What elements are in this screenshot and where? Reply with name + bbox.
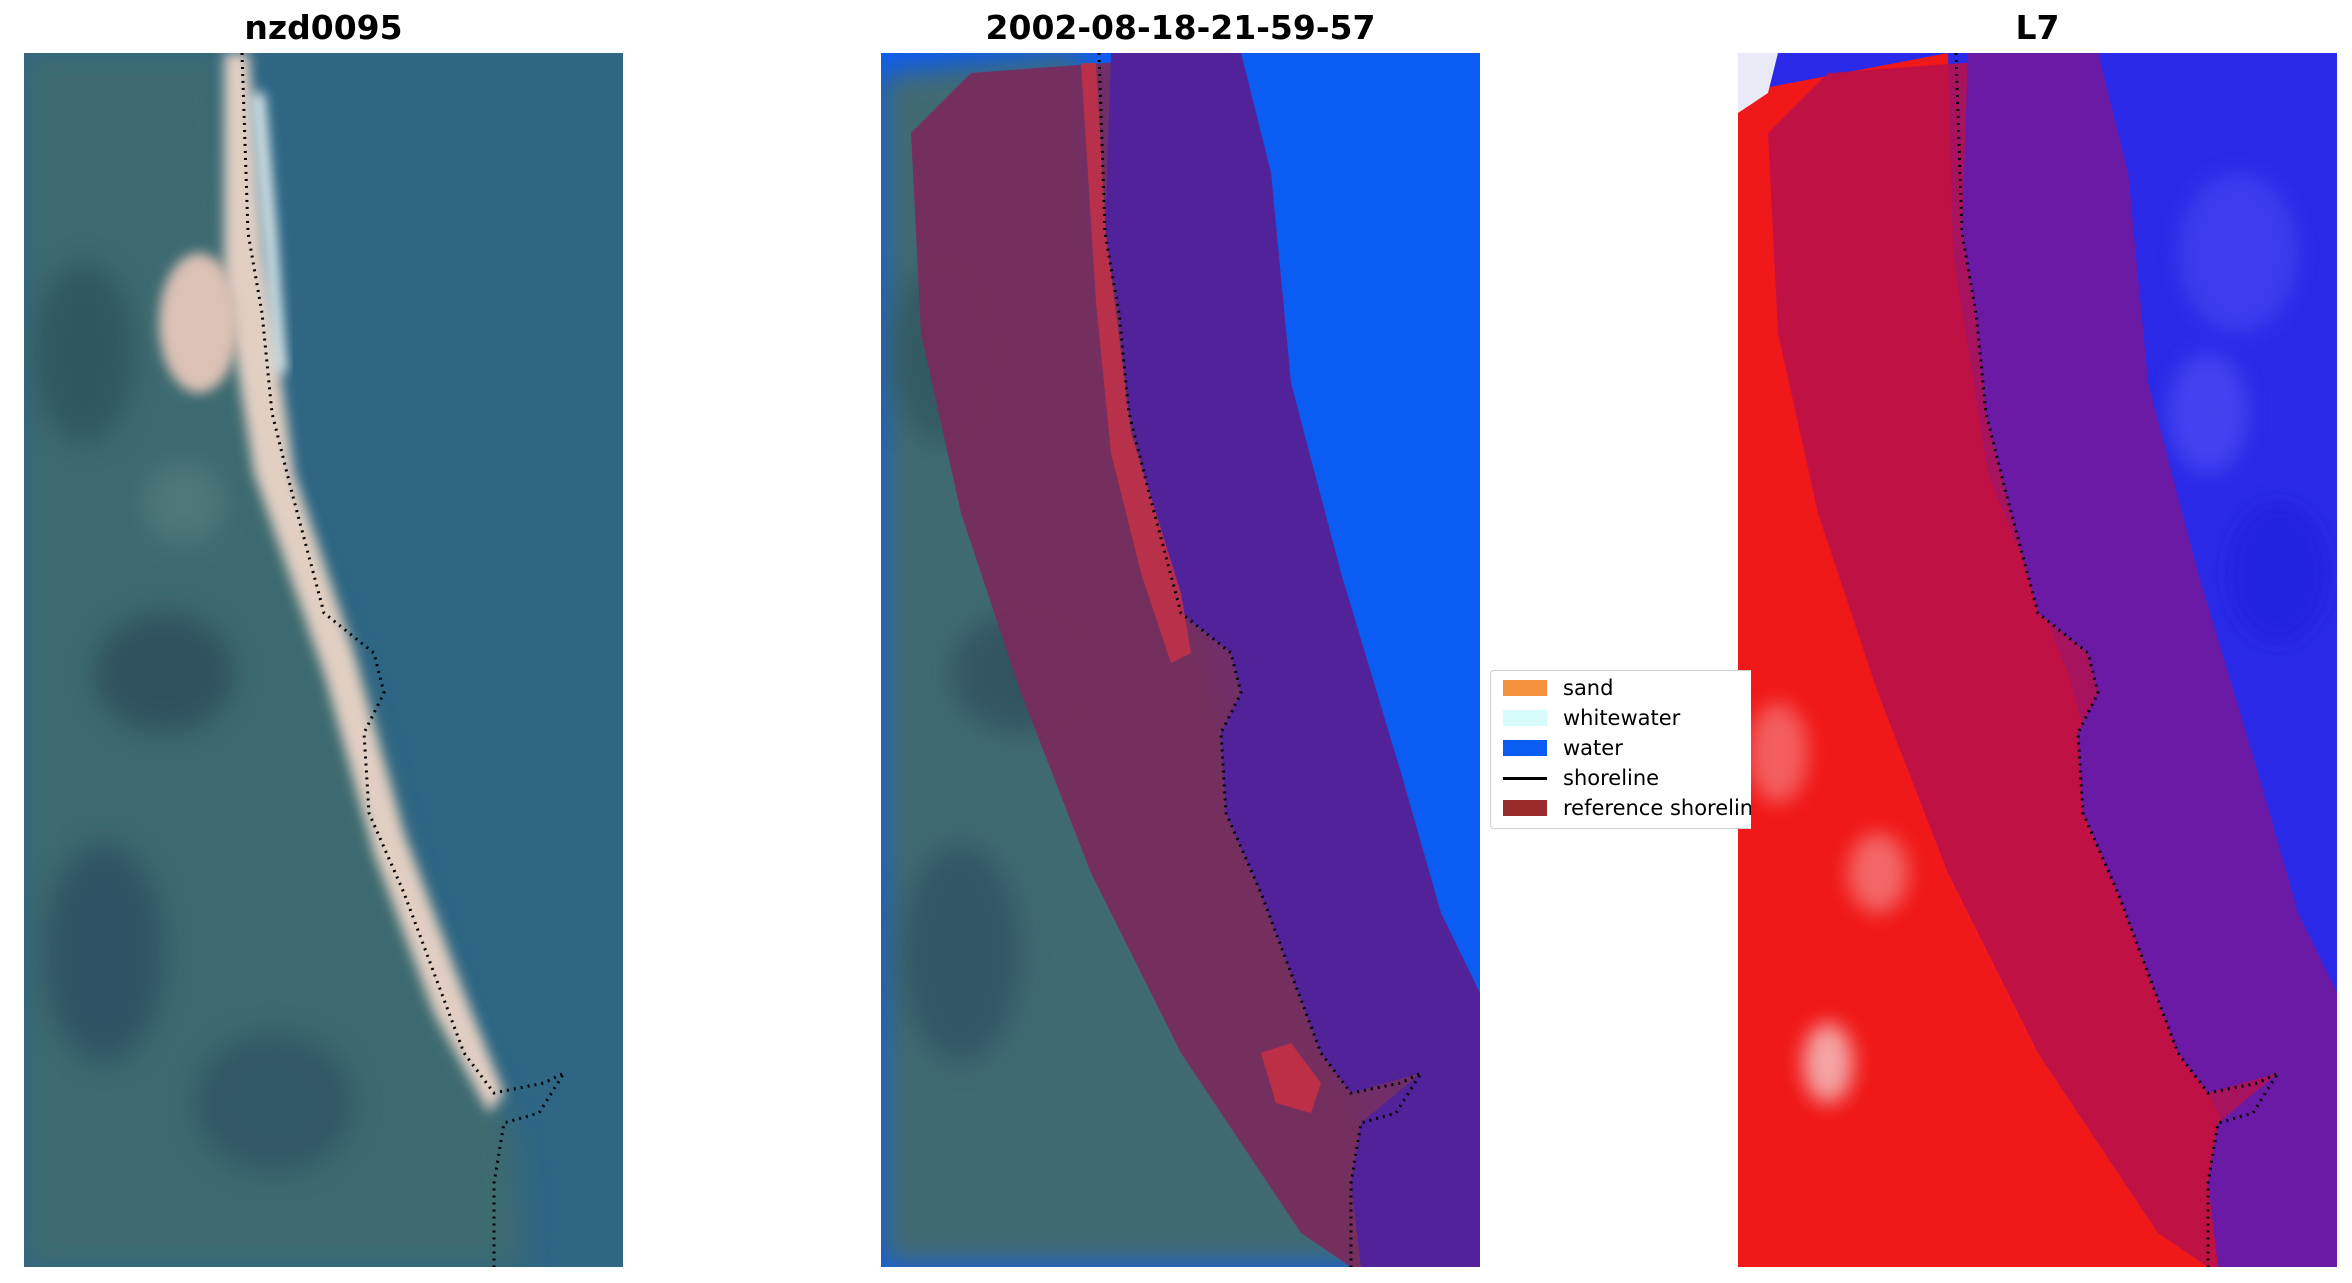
legend: sand whitewater water shoreline referenc… (1490, 670, 1751, 829)
panel-title-image-id: nzd0095 (244, 8, 403, 47)
legend-item-reference-shoreline: reference shoreline (1503, 793, 1751, 823)
water-swatch (1503, 740, 1547, 756)
legend-item-sand: sand (1503, 673, 1613, 703)
sand-swatch (1503, 680, 1547, 696)
legend-label-shoreline: shoreline (1563, 766, 1660, 790)
legend-label-water: water (1563, 736, 1623, 760)
legend-item-water: water (1503, 733, 1623, 763)
panel-title-satellite: L7 (2015, 8, 2060, 47)
legend-label-reference-shoreline: reference shoreline (1563, 796, 1751, 820)
l7-index-image (1738, 53, 2337, 1267)
whitewater-swatch (1503, 710, 1547, 726)
reference-shoreline-swatch (1503, 800, 1547, 816)
legend-item-whitewater: whitewater (1503, 703, 1680, 733)
legend-label-sand: sand (1563, 676, 1614, 700)
shoreline-line-symbol (1503, 776, 1547, 780)
legend-item-shoreline: shoreline (1503, 763, 1659, 793)
panel-title-date: 2002-08-18-21-59-57 (985, 8, 1376, 47)
classified-image (881, 53, 1480, 1267)
rgb-satellite-image (24, 53, 623, 1267)
legend-label-whitewater: whitewater (1563, 706, 1681, 730)
